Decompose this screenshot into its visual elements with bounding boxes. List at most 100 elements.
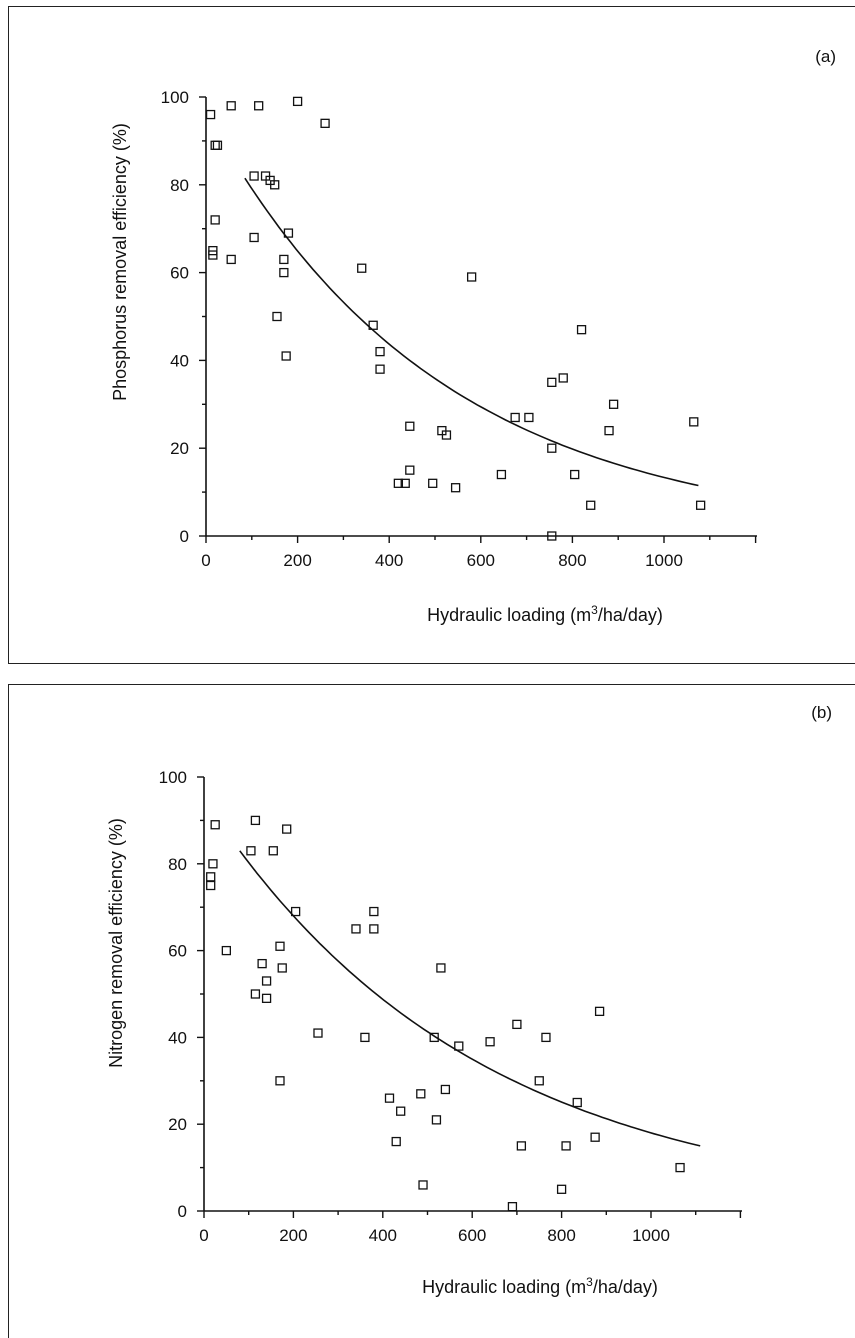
data-point-b [250,989,261,999]
data-point-b [268,846,278,856]
data-point-a [279,267,289,278]
data-point-b [275,1076,285,1086]
data-point-b [594,1006,605,1017]
data-point-b [561,1141,571,1151]
data-point-a [510,412,520,423]
fit-curve-b [239,850,701,1147]
data-point-b [507,1202,518,1212]
data-point-a [281,351,291,361]
data-point-a [428,478,438,488]
data-point-b [436,963,446,973]
data-point-a [226,254,236,265]
data-point-b [250,815,261,826]
chart-panel-b [8,684,855,1338]
data-point-b [261,993,272,1003]
x-tick-label-b: 0 [199,1226,208,1245]
data-point-a [466,272,477,282]
data-point-a [279,254,289,265]
data-point-a [570,469,580,480]
data-point-a [405,465,415,475]
y-tick-label-b: 80 [168,855,187,874]
data-point-a [249,171,259,181]
fit-curve-a [244,177,699,487]
data-point-a [375,346,385,357]
data-point-a [292,96,303,107]
y-tick-label-a: 100 [161,88,189,107]
x-tick-label-a: 800 [558,551,586,570]
data-point-a [270,180,280,190]
x-tick-label-b: 400 [369,1226,397,1245]
data-point-a [320,118,330,128]
y-tick-label-a: 80 [170,176,189,195]
data-point-b [429,1032,439,1043]
data-point-a [393,478,404,488]
data-point-b [556,1184,567,1194]
data-point-a [375,364,385,374]
x-tick-label-a: 400 [375,551,403,570]
data-point-a [608,399,619,409]
data-point-a [450,483,461,493]
x-axis-title-a: Hydraulic loading (m3/ha/day) [427,603,663,625]
data-point-b [206,880,216,891]
data-point-b [275,941,285,951]
chart-a: (a) Phosphorus removal efficiency (%) Hy… [110,47,836,625]
x-tick-label-a: 200 [283,551,311,570]
data-point-a [226,101,236,111]
data-point-b [572,1097,582,1108]
data-point-a [604,425,614,436]
data-point-b [485,1037,495,1047]
data-point-b [257,958,267,969]
data-point-b [590,1132,600,1142]
data-point-a [547,443,557,453]
data-point-a [254,101,264,111]
y-tick-label-a: 40 [170,351,189,370]
data-point-b [675,1162,685,1173]
data-point-a [357,263,367,273]
data-point-b [360,1032,370,1043]
data-point-a [496,469,507,480]
y-axis-title-b: Nitrogen removal efficiency (%) [106,818,126,1068]
data-point-b [206,872,216,882]
data-point-a [695,500,706,510]
chart-b: (b) Nitrogen removal efficiency (%) Hydr… [106,703,832,1297]
data-point-b [210,820,220,830]
data-point-a [400,478,410,488]
data-point-a [586,500,596,510]
data-point-b [369,924,379,934]
data-point-b [351,924,361,934]
x-tick-label-b: 1000 [632,1226,670,1245]
data-point-a [210,215,220,225]
data-point-b [534,1076,544,1086]
data-point-b [221,945,232,956]
y-tick-label-a: 60 [170,264,189,283]
data-point-a [210,140,220,150]
y-tick-label-b: 20 [168,1115,187,1134]
x-axis-title-b: Hydraulic loading (m3/ha/day) [422,1275,658,1297]
data-point-b [277,963,287,973]
y-tick-label-b: 100 [159,768,187,787]
y-tick-label-b: 40 [168,1028,187,1047]
data-point-a [524,412,534,423]
x-tick-label-b: 200 [279,1226,307,1245]
data-point-a [689,417,699,427]
data-point-a [205,109,216,120]
data-point-b [418,1180,428,1190]
data-point-b [282,824,292,834]
data-point-a [547,377,557,388]
data-point-a [547,531,557,541]
data-point-b [416,1089,426,1099]
data-point-a [212,140,223,150]
data-point-a [283,228,294,238]
data-point-b [541,1032,551,1043]
data-point-b [369,906,379,917]
panel-label-a: (a) [815,47,836,66]
data-point-a [368,320,378,330]
data-point-a [576,325,587,335]
data-point-b [516,1141,527,1151]
data-point-a [272,311,282,322]
data-point-b [313,1028,323,1038]
data-point-a [558,373,568,383]
data-point-b [246,846,256,856]
data-point-b [431,1115,442,1125]
